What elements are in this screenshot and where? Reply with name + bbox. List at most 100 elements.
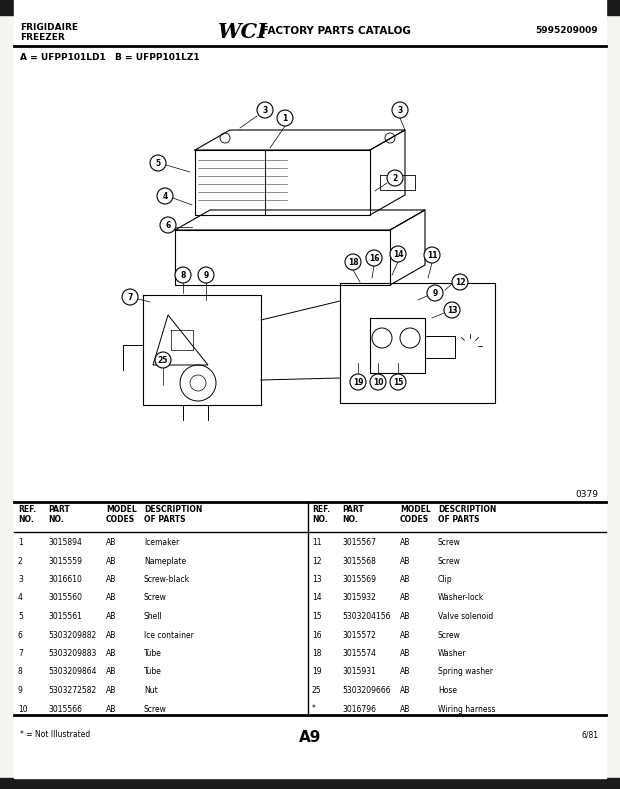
- Text: 3016610: 3016610: [48, 575, 82, 584]
- Text: 10: 10: [373, 377, 383, 387]
- Text: 5303209883: 5303209883: [48, 649, 96, 658]
- Text: 1: 1: [282, 114, 288, 122]
- Circle shape: [198, 267, 214, 283]
- Text: 3015560: 3015560: [48, 593, 82, 603]
- Text: Tube: Tube: [144, 649, 162, 658]
- Text: 9: 9: [18, 686, 23, 695]
- Text: AB: AB: [106, 556, 117, 566]
- Text: Screw: Screw: [438, 630, 461, 640]
- Text: 18: 18: [348, 257, 358, 267]
- Text: Screw-black: Screw-black: [144, 575, 190, 584]
- Circle shape: [424, 247, 440, 263]
- Text: 13: 13: [312, 575, 322, 584]
- Text: 8: 8: [18, 667, 23, 676]
- Text: 3015574: 3015574: [342, 649, 376, 658]
- Text: 11: 11: [427, 250, 437, 260]
- Text: 10: 10: [18, 705, 28, 713]
- Text: Screw: Screw: [438, 556, 461, 566]
- Text: 3: 3: [262, 106, 268, 114]
- Text: AB: AB: [400, 612, 410, 621]
- Text: 18: 18: [312, 649, 322, 658]
- Text: DESCRIPTION
OF PARTS: DESCRIPTION OF PARTS: [438, 505, 497, 525]
- Text: Tube: Tube: [144, 667, 162, 676]
- Text: Wiring harness: Wiring harness: [438, 705, 495, 713]
- Text: Clip: Clip: [438, 575, 453, 584]
- Circle shape: [157, 188, 173, 204]
- Text: AB: AB: [400, 630, 410, 640]
- Text: 11: 11: [312, 538, 322, 547]
- Text: Washer: Washer: [438, 649, 466, 658]
- Text: REF.
NO.: REF. NO.: [312, 505, 330, 525]
- Text: AB: AB: [106, 538, 117, 547]
- Text: 16: 16: [369, 253, 379, 263]
- Text: 3015559: 3015559: [48, 556, 82, 566]
- Text: A9: A9: [299, 730, 321, 745]
- Text: AB: AB: [106, 649, 117, 658]
- Circle shape: [444, 302, 460, 318]
- Text: 7: 7: [18, 649, 23, 658]
- Text: 0379: 0379: [575, 490, 598, 499]
- Text: FACTORY PARTS CATALOG: FACTORY PARTS CATALOG: [258, 26, 411, 36]
- Circle shape: [390, 374, 406, 390]
- Text: Nut: Nut: [144, 686, 157, 695]
- Circle shape: [427, 285, 443, 301]
- Text: 5303209882: 5303209882: [48, 630, 96, 640]
- Text: A = UFPP101LD1: A = UFPP101LD1: [20, 53, 106, 62]
- Text: Hose: Hose: [438, 686, 457, 695]
- Text: 5303204156: 5303204156: [342, 612, 391, 621]
- Circle shape: [387, 170, 403, 186]
- Text: REF.
NO.: REF. NO.: [18, 505, 36, 525]
- Text: 3: 3: [18, 575, 23, 584]
- Text: Nameplate: Nameplate: [144, 556, 186, 566]
- Text: 8: 8: [180, 271, 185, 279]
- Circle shape: [366, 250, 382, 266]
- Text: Shell: Shell: [144, 612, 162, 621]
- Text: 19: 19: [353, 377, 363, 387]
- Text: 3015561: 3015561: [48, 612, 82, 621]
- Text: Ice container: Ice container: [144, 630, 194, 640]
- Circle shape: [350, 374, 366, 390]
- Text: AB: AB: [400, 667, 410, 676]
- Text: AB: AB: [400, 538, 410, 547]
- Text: 3015932: 3015932: [342, 593, 376, 603]
- Text: 12: 12: [312, 556, 322, 566]
- Text: AB: AB: [400, 686, 410, 695]
- Text: 15: 15: [312, 612, 322, 621]
- Text: 2: 2: [18, 556, 23, 566]
- Text: 12: 12: [454, 278, 465, 286]
- Text: 5303272582: 5303272582: [48, 686, 96, 695]
- Text: 9: 9: [432, 289, 438, 297]
- Text: 3015568: 3015568: [342, 556, 376, 566]
- Text: *: *: [312, 705, 316, 713]
- Text: 19: 19: [312, 667, 322, 676]
- Text: Washer-lock: Washer-lock: [438, 593, 484, 603]
- Text: MODEL
CODES: MODEL CODES: [106, 505, 137, 525]
- Text: Screw: Screw: [144, 593, 167, 603]
- Circle shape: [175, 267, 191, 283]
- Text: 6: 6: [166, 220, 171, 230]
- Circle shape: [257, 102, 273, 118]
- Text: 4: 4: [18, 593, 23, 603]
- Circle shape: [452, 274, 468, 290]
- Circle shape: [150, 155, 166, 171]
- Text: 15: 15: [393, 377, 403, 387]
- Text: 14: 14: [312, 593, 322, 603]
- Text: 3015569: 3015569: [342, 575, 376, 584]
- Text: Screw: Screw: [144, 705, 167, 713]
- Text: 1: 1: [18, 538, 23, 547]
- Text: MODEL
CODES: MODEL CODES: [400, 505, 431, 525]
- Text: PART
NO.: PART NO.: [342, 505, 364, 525]
- Text: AB: AB: [106, 575, 117, 584]
- Text: DESCRIPTION
OF PARTS: DESCRIPTION OF PARTS: [144, 505, 202, 525]
- Text: 5: 5: [156, 159, 161, 167]
- Text: AB: AB: [106, 667, 117, 676]
- Text: 5303209666: 5303209666: [342, 686, 391, 695]
- Text: AB: AB: [400, 593, 410, 603]
- Text: AB: AB: [400, 556, 410, 566]
- Text: 3: 3: [397, 106, 402, 114]
- Text: 6/81: 6/81: [581, 730, 598, 739]
- Text: FRIGIDAIRE: FRIGIDAIRE: [20, 23, 78, 32]
- Text: B = UFPP101LZ1: B = UFPP101LZ1: [115, 53, 200, 62]
- Text: 25: 25: [312, 686, 322, 695]
- Text: AB: AB: [400, 649, 410, 658]
